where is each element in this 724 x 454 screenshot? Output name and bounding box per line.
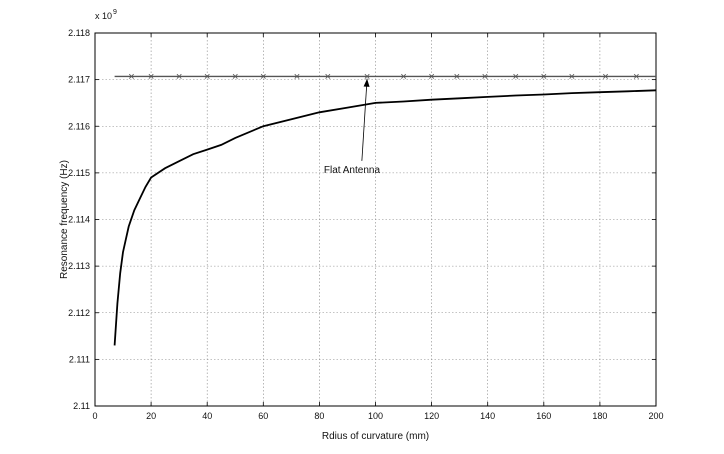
annotation-arrow-line xyxy=(361,78,368,161)
marker-stroke xyxy=(128,73,134,79)
x-tick-label: 180 xyxy=(592,411,607,421)
y-tick-label: 2.116 xyxy=(68,121,90,131)
marker-stroke xyxy=(569,73,575,79)
marker-stroke xyxy=(148,73,154,79)
marker-stroke xyxy=(204,73,210,79)
marker-stroke xyxy=(294,73,300,79)
marker-stroke xyxy=(454,73,460,79)
flat-antenna-marker xyxy=(128,73,134,79)
marker-stroke xyxy=(482,73,488,79)
marker-stroke xyxy=(429,73,435,79)
x-tick-label: 60 xyxy=(258,411,268,421)
y-tick-label: 2.11 xyxy=(73,401,90,411)
flat-antenna-marker xyxy=(541,73,547,79)
y-tick-label: 2.115 xyxy=(68,168,90,178)
x-axis-label: Rdius of curvature (mm) xyxy=(322,431,429,442)
x-tick-label: 0 xyxy=(92,411,97,421)
flat-antenna-marker xyxy=(603,73,608,79)
marker-stroke xyxy=(364,73,370,79)
marker-stroke xyxy=(260,73,266,79)
y-exponent-power: 9 xyxy=(113,9,117,16)
marker-stroke xyxy=(603,73,608,79)
marker-stroke xyxy=(541,73,547,79)
annotation-layer: Flat Antenna xyxy=(324,78,381,176)
marker-stroke xyxy=(325,73,331,79)
grid-layer xyxy=(95,33,656,406)
y-tick-label: 2.111 xyxy=(69,354,90,364)
y-tick-label: 2.114 xyxy=(68,215,90,225)
x-tick-label: 160 xyxy=(536,411,551,421)
y-tick-label: 2.118 xyxy=(68,28,90,38)
y-tick-label: 2.117 xyxy=(68,75,90,85)
flat-antenna-marker xyxy=(569,73,575,79)
y-tick-label: 2.112 xyxy=(68,308,90,318)
x-tick-label: 200 xyxy=(648,411,663,421)
y-exponent-base: x 10 xyxy=(95,11,112,21)
annotation-arrow-head xyxy=(363,78,370,87)
flat-antenna-marker xyxy=(364,73,370,79)
flat-antenna-marker xyxy=(176,73,182,79)
x-tick-label: 100 xyxy=(368,411,383,421)
marker-stroke xyxy=(513,73,519,79)
series-curved-antenna-line xyxy=(113,89,657,346)
flat-antenna-marker xyxy=(482,73,488,79)
flat-antenna-marker xyxy=(454,73,460,79)
annotation-flat-antenna: Flat Antenna xyxy=(324,165,381,176)
y-axis-label: Resonance frequency (Hz) xyxy=(59,160,70,279)
marker-stroke xyxy=(401,73,407,79)
marker-stroke xyxy=(633,73,639,79)
flat-antenna-marker xyxy=(401,73,407,79)
marker-layer xyxy=(128,73,639,79)
flat-antenna-marker xyxy=(513,73,519,79)
x-tick-label: 80 xyxy=(314,411,324,421)
flat-antenna-marker xyxy=(429,73,435,79)
x-tick-label: 40 xyxy=(202,411,212,421)
flat-antenna-marker xyxy=(633,73,639,79)
flat-antenna-marker xyxy=(232,73,238,79)
flat-antenna-marker xyxy=(260,73,266,79)
x-tick-label: 120 xyxy=(424,411,439,421)
flat-antenna-marker xyxy=(148,73,154,79)
series-layer xyxy=(113,75,657,346)
flat-antenna-marker xyxy=(204,73,210,79)
marker-stroke xyxy=(176,73,182,79)
x-tick-label: 20 xyxy=(146,411,156,421)
flat-antenna-marker xyxy=(294,73,300,79)
x-tick-label: 140 xyxy=(480,411,495,421)
flat-antenna-marker xyxy=(325,73,331,79)
tick-layer: 0 20 40 60 80 100 120 140 160 180 200 2.11 2.111 2.11… xyxy=(68,28,663,421)
marker-stroke xyxy=(232,73,238,79)
y-exponent-label: x 10 9 xyxy=(95,9,117,21)
y-tick-label: 2.113 xyxy=(68,261,90,271)
